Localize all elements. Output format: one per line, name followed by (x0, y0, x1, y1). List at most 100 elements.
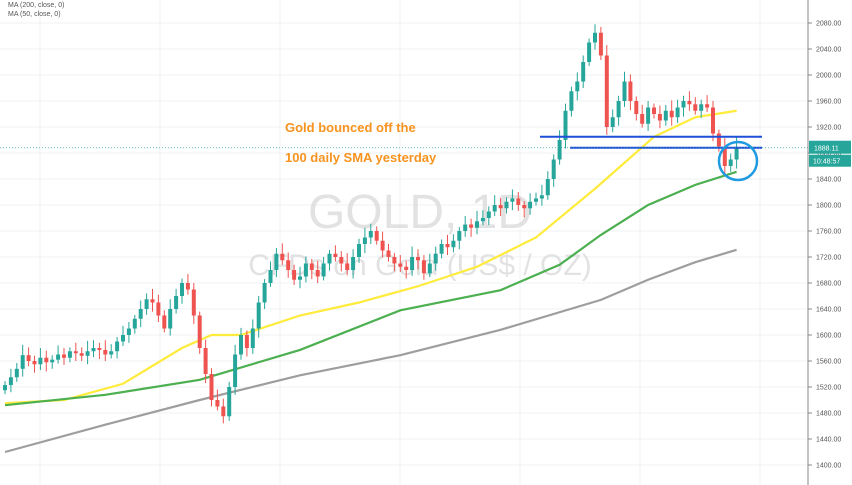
axis-tick-label: 1840.00 (816, 177, 841, 184)
candle (262, 279, 267, 309)
candle-body (351, 257, 356, 270)
candle (451, 234, 456, 253)
axis-tick-label: 1520.00 (816, 385, 841, 392)
candle (345, 253, 350, 276)
candle (168, 299, 173, 336)
candle-body (256, 302, 261, 329)
candle-body (699, 104, 704, 111)
axis-tick-label: 2040.00 (816, 47, 841, 54)
moving-average-line (4, 170, 737, 407)
candle-body (728, 159, 733, 166)
axis-tick-label: 2080.00 (816, 21, 841, 28)
candle (628, 74, 633, 111)
candle-body (8, 377, 13, 386)
candle-body (262, 283, 267, 303)
candle-body (3, 385, 7, 391)
candle (504, 197, 509, 214)
candle (79, 347, 84, 361)
legend-ma200: MA (200, close, 0) (8, 2, 65, 9)
candle-body (357, 244, 361, 257)
legend-ma50: MA (50, close, 0) (8, 11, 61, 18)
price-axis-bg (808, 0, 852, 485)
axis-tick-label: 1920.00 (816, 125, 841, 132)
candle (634, 96, 639, 121)
candle-body (138, 309, 143, 319)
candle (239, 327, 243, 360)
candle (587, 38, 592, 66)
candle-body (451, 240, 456, 248)
candle-body (705, 104, 710, 108)
candle (598, 26, 603, 61)
candle-body (168, 309, 173, 329)
candle-body (345, 263, 350, 270)
axis-tick-label: 1600.00 (816, 333, 841, 340)
candle-body (628, 81, 633, 101)
candle (604, 45, 609, 135)
candle-body (303, 263, 308, 277)
candle (327, 249, 332, 271)
candle (563, 103, 568, 149)
candle (539, 184, 544, 206)
candle-body (604, 55, 609, 127)
candle (292, 264, 297, 285)
candle-body (421, 260, 426, 274)
candle-body (569, 91, 574, 111)
candle-body (44, 357, 49, 363)
candle-body (292, 270, 297, 280)
candle-body (380, 240, 385, 251)
candle-body (681, 101, 686, 108)
candle (144, 293, 149, 315)
candle (97, 342, 102, 360)
candle-body (469, 224, 474, 228)
candle-body (362, 237, 367, 244)
candle-body (646, 107, 651, 124)
candle-body (91, 348, 96, 352)
candle (315, 260, 320, 283)
candle-body (734, 147, 739, 160)
candle (339, 251, 344, 272)
candle-body (233, 354, 238, 387)
candle-body (722, 146, 727, 166)
candle (498, 197, 503, 217)
candle (185, 273, 190, 295)
candle (652, 103, 656, 119)
candle (115, 336, 120, 359)
candle-body (215, 400, 220, 407)
candle-body (516, 198, 521, 205)
candle-body (610, 117, 615, 127)
candle (150, 288, 155, 312)
candle (486, 206, 491, 226)
candle (433, 246, 438, 271)
candle (669, 100, 674, 126)
candle-body (221, 406, 226, 417)
candle (256, 296, 261, 338)
candle (575, 72, 580, 101)
candle-body (498, 205, 503, 209)
candle (227, 381, 232, 421)
candle-body (640, 114, 645, 124)
candle (309, 258, 314, 280)
candle-body (280, 253, 285, 261)
candle-body (327, 253, 332, 264)
candle-body (244, 335, 249, 348)
candle (62, 348, 66, 365)
candle (681, 95, 686, 117)
candle-body (581, 62, 586, 82)
candle-body (711, 107, 715, 134)
candle-body (286, 260, 291, 270)
candle-body (115, 341, 120, 352)
candle-body (486, 211, 491, 218)
candle-body (97, 348, 102, 350)
candle-body (79, 353, 84, 356)
candle-body (185, 283, 190, 290)
candle (191, 283, 196, 324)
candle (392, 253, 397, 272)
candle (244, 330, 249, 357)
candle (221, 398, 226, 424)
axis-tick-label: 1720.00 (816, 255, 841, 262)
candle (622, 71, 627, 107)
candle (581, 55, 586, 88)
candle (280, 243, 285, 265)
axis-tick-label: 1880.00 (816, 151, 841, 158)
